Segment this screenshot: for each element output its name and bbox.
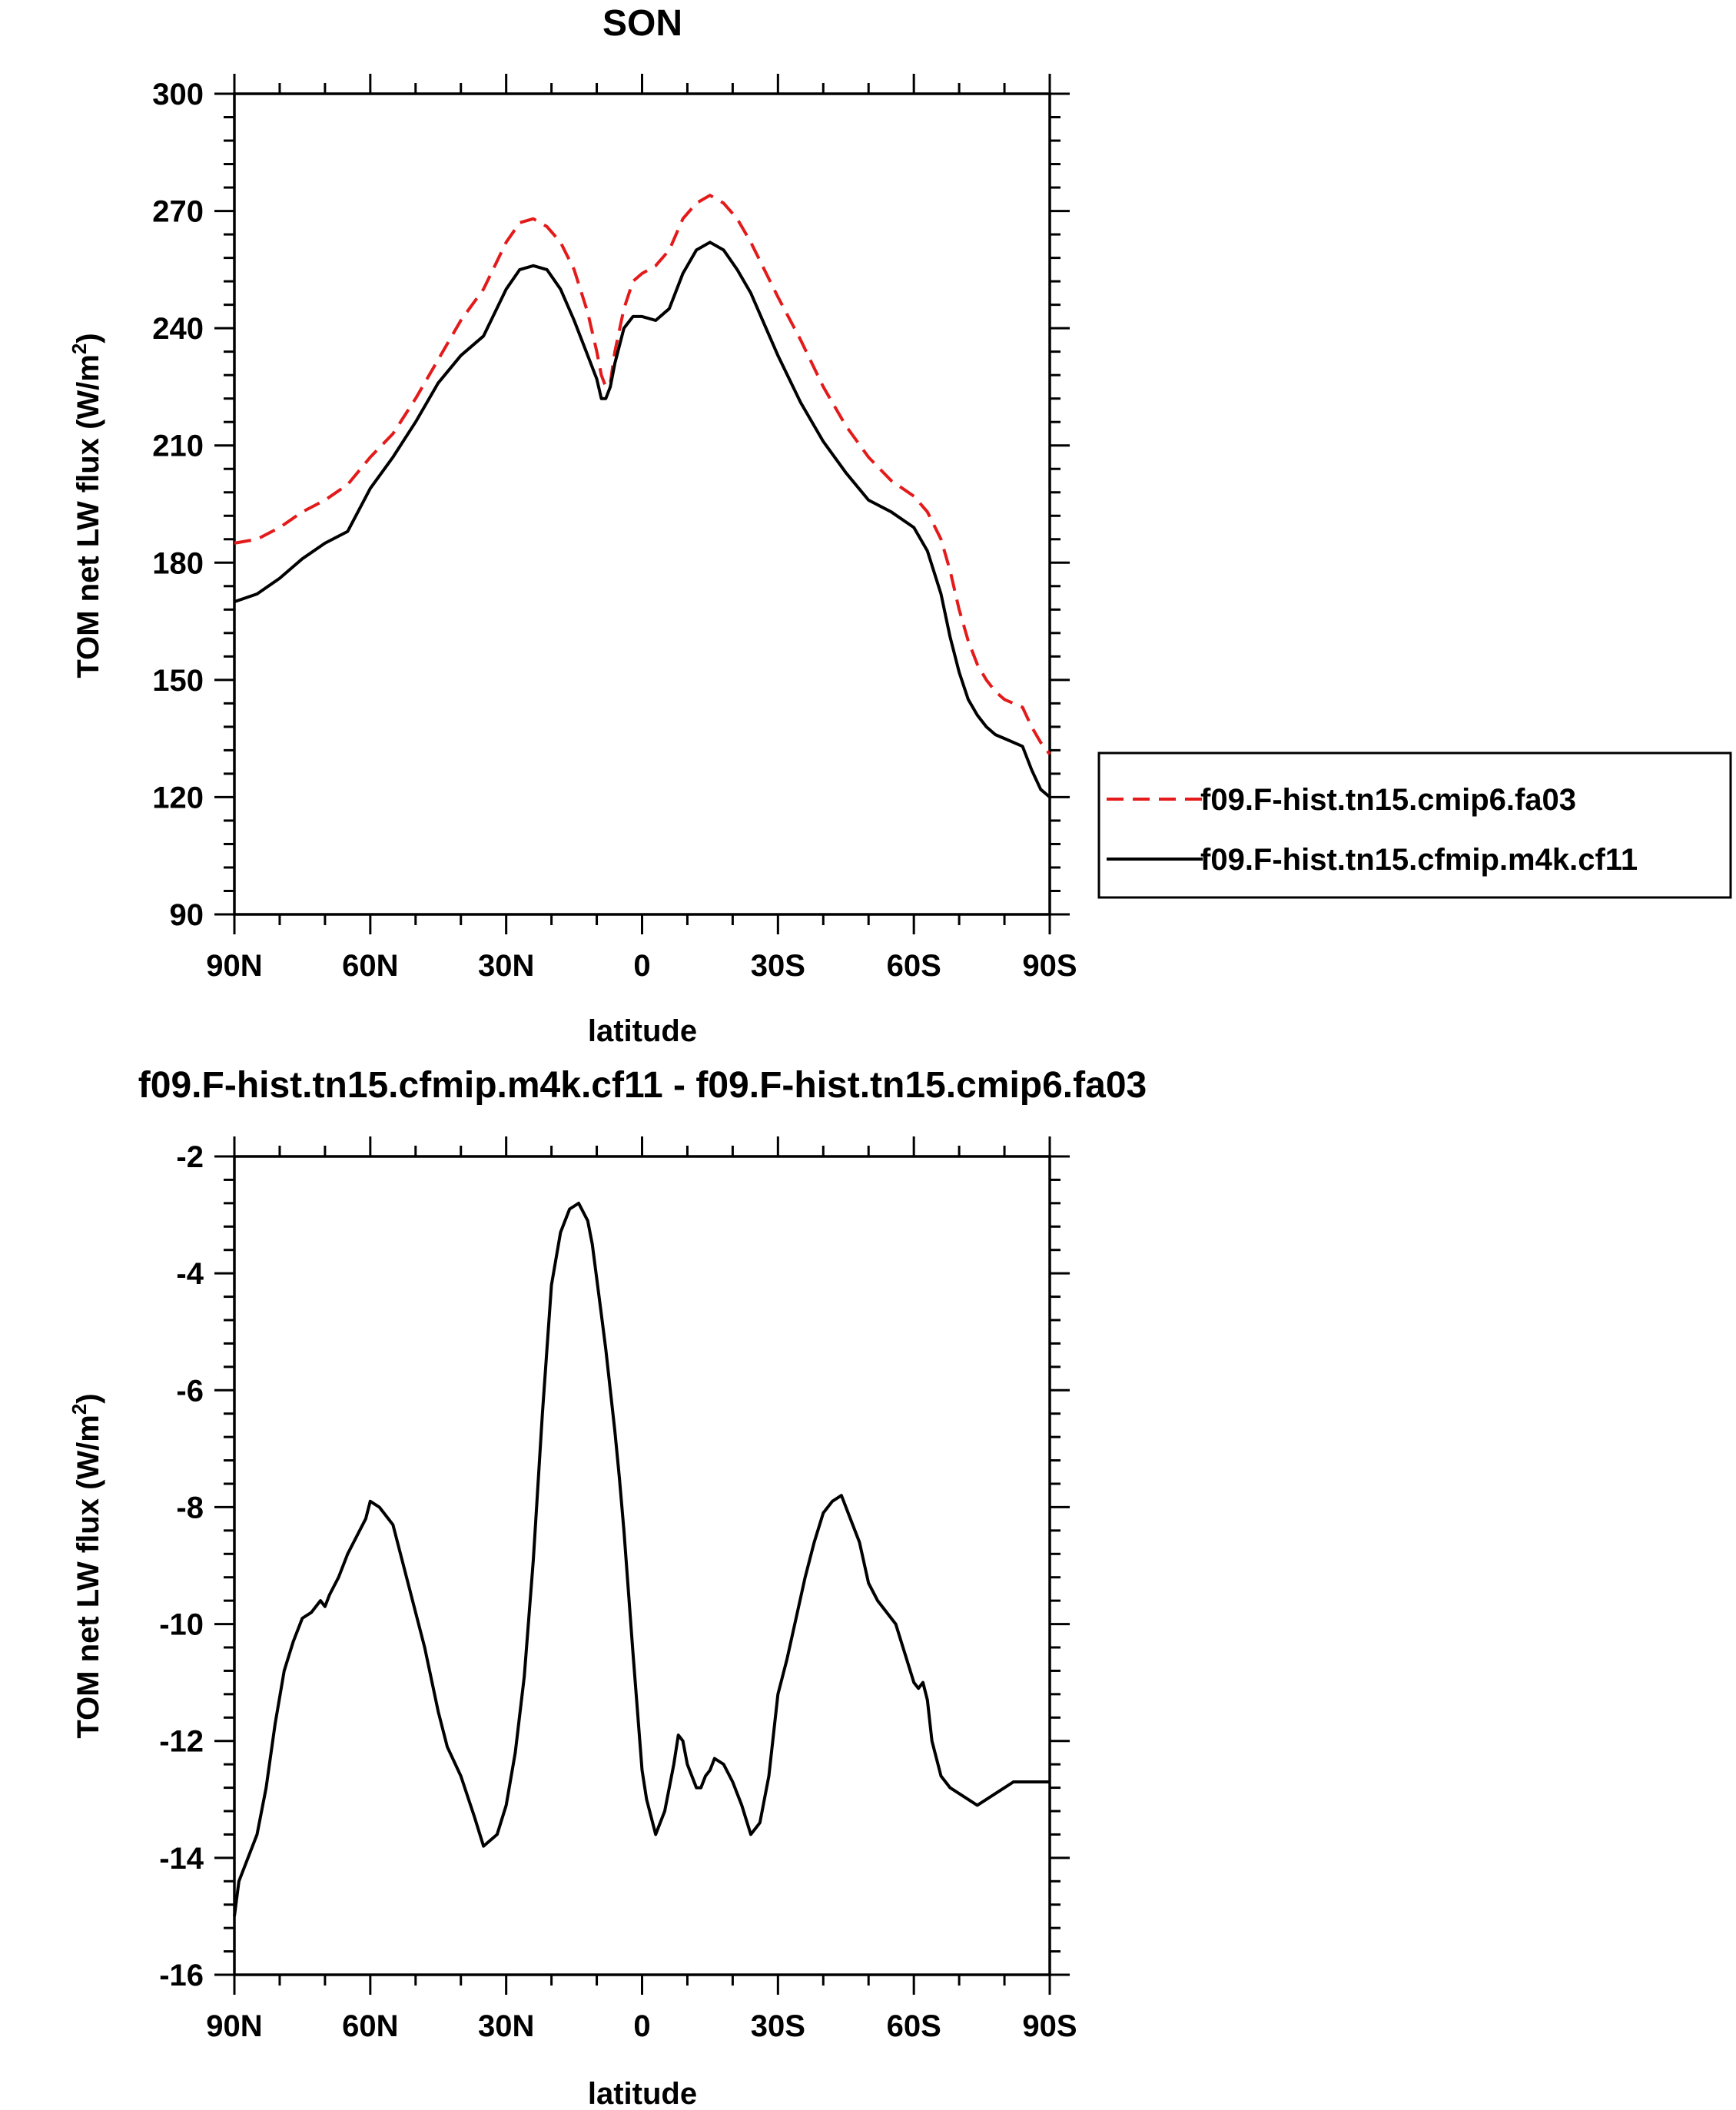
- chart-top-series-line-1: [234, 241, 1051, 798]
- chart-top-xtick-label: 30N: [478, 949, 534, 983]
- chart-bottom-xtick-label: 90S: [1022, 2009, 1077, 2043]
- chart-top-ytick-label: 300: [152, 78, 204, 111]
- chart-top-ytick-label: 210: [152, 430, 204, 463]
- chart-top-xtick-label: 30S: [751, 949, 805, 983]
- chart-top-series: [234, 194, 1051, 798]
- chart-bottom-ytick-label: -16: [159, 1959, 204, 1992]
- chart-bottom-xlabel: latitude: [588, 2077, 697, 2110]
- chart-bottom-xtick-label: 60N: [342, 2009, 398, 2043]
- chart-top-series-line-0: [234, 194, 1051, 755]
- chart-bottom-ytick-label: -6: [176, 1374, 204, 1408]
- chart-bottom-frame: [233, 1155, 1051, 1976]
- chart-top-xtick-label: 60S: [887, 949, 941, 983]
- chart-top-xtick-label: 0: [633, 949, 650, 983]
- chart-top-ytick-label: 180: [152, 546, 204, 580]
- chart-top-ylabel-sup: 2: [68, 343, 91, 354]
- chart-bottom-series-line-0: [233, 1201, 1050, 1917]
- chart-top-xlabel: latitude: [588, 1014, 697, 1048]
- legend-box: [1097, 751, 1732, 899]
- chart-bottom-series: [233, 1201, 1050, 1917]
- chart-bottom-ylabel-close: ): [71, 1393, 105, 1403]
- chart-bottom-ytick-label: -2: [176, 1140, 204, 1174]
- chart-top-frame: [233, 92, 1051, 916]
- chart-bottom-ytick-label: -4: [176, 1257, 204, 1291]
- chart-top-ytick-label: 150: [152, 664, 204, 698]
- chart-bottom-axes: -16 -14 -12 -10 -8 -6 -4 -2 90N 60N 30N 0 30S 60S 90S: [159, 1136, 1077, 2043]
- chart-bottom-title: f09.F-hist.tn15.cfmip.m4k.cf11 - f09.F-h…: [138, 1065, 1147, 1106]
- chart-top-ytick-label: 90: [170, 898, 204, 932]
- chart-bottom: f09.F-hist.tn15.cfmip.m4k.cf11 - f09.F-h…: [68, 1065, 1147, 2110]
- chart-bottom-xtick-label: 90N: [206, 2009, 262, 2043]
- chart-bottom-ytick-label: -10: [159, 1608, 204, 1642]
- chart-bottom-ytick-label: -8: [176, 1491, 204, 1524]
- legend: f09.F-hist.tn15.cmip6.fa03 f09.F-hist.tn…: [1097, 751, 1732, 899]
- chart-top-xtick-label: 90S: [1022, 949, 1077, 983]
- chart-bottom-ytick-label: -14: [159, 1842, 204, 1876]
- legend-label-cfmip: f09.F-hist.tn15.cfmip.m4k.cf11: [1200, 843, 1638, 877]
- chart-top-ylabel: TOM net LW flux (W/m2): [68, 333, 105, 678]
- chart-top-xtick-label: 60N: [342, 949, 398, 983]
- chart-top-xtick-label: 90N: [206, 949, 262, 983]
- chart-top: SON 90 120 150 180 210 240 270 300 90N 60N 30N 0 30S…: [68, 3, 1732, 1048]
- chart-bottom-xtick-label: 30N: [478, 2009, 534, 2043]
- chart-top-ytick-label: 270: [152, 195, 204, 229]
- chart-bottom-ylabel-sup: 2: [68, 1404, 91, 1415]
- chart-top-ytick-label: 240: [152, 312, 204, 346]
- chart-top-ylabel-close: ): [71, 333, 105, 343]
- chart-top-ylabel-text: TOM net LW flux (W/m: [71, 354, 105, 678]
- chart-bottom-ylabel-text: TOM net LW flux (W/m: [71, 1415, 105, 1738]
- chart-bottom-ytick-label: -12: [159, 1725, 204, 1759]
- chart-bottom-xtick-label: 30S: [751, 2009, 805, 2043]
- legend-label-cmip6: f09.F-hist.tn15.cmip6.fa03: [1200, 783, 1576, 817]
- chart-top-title: SON: [602, 3, 682, 44]
- chart-bottom-xtick-label: 0: [633, 2009, 650, 2043]
- chart-bottom-xtick-label: 60S: [887, 2009, 941, 2043]
- chart-top-ytick-label: 120: [152, 781, 204, 814]
- chart-top-axes: 90 120 150 180 210 240 270 300 90N 60N 30N 0 30S 60S 9…: [152, 74, 1077, 983]
- chart-bottom-ylabel: TOM net LW flux (W/m2): [68, 1393, 105, 1738]
